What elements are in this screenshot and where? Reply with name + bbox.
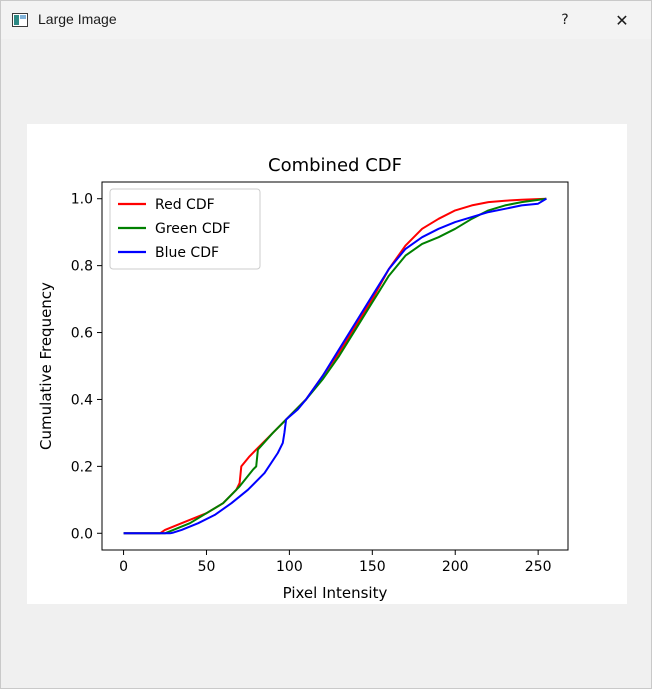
figure-canvas: Combined CDF 0 50 100 150 200 250 0.0 0.2 0.4 0.… bbox=[27, 124, 627, 604]
y-axis-label: Cumulative Frequency bbox=[37, 282, 55, 450]
y-tick-label: 1.0 bbox=[71, 192, 93, 208]
legend-label-blue-cdf: Blue CDF bbox=[155, 245, 219, 261]
x-axis-label: Pixel Intensity bbox=[283, 584, 388, 602]
y-tick-label: 0.8 bbox=[71, 259, 93, 275]
y-tick-label: 0.0 bbox=[71, 526, 93, 542]
y-tick-label: 0.6 bbox=[71, 326, 93, 342]
legend-label-green-cdf: Green CDF bbox=[155, 221, 230, 237]
x-tick-label: 50 bbox=[198, 559, 216, 575]
title-bar[interactable]: Large Image ? ✕ bbox=[1, 1, 651, 39]
legend-label-red-cdf: Red CDF bbox=[155, 197, 215, 213]
window-title: Large Image bbox=[38, 11, 117, 27]
y-tick-label: 0.4 bbox=[71, 392, 93, 408]
x-tick-label: 0 bbox=[119, 559, 128, 575]
help-button[interactable]: ? bbox=[561, 12, 569, 28]
axes-frame bbox=[101, 181, 569, 551]
chart-title: Combined CDF bbox=[268, 155, 402, 176]
x-tick-label: 150 bbox=[359, 559, 386, 575]
cdf-chart: Combined CDF 0 50 100 150 200 250 0.00.20.40.… bbox=[37, 155, 569, 602]
legend: Red CDF Green CDF Blue CDF bbox=[109, 188, 261, 270]
series-layer bbox=[123, 197, 547, 535]
legend-box bbox=[109, 188, 261, 270]
y-ticks: 0.0 0.2 0.4 0.6 0.8 1.0 bbox=[71, 192, 102, 542]
close-icon: ✕ bbox=[615, 10, 629, 30]
series-line-green-cdf bbox=[123, 197, 547, 535]
x-tick-label: 250 bbox=[525, 559, 552, 575]
close-button[interactable]: ✕ bbox=[599, 1, 645, 39]
x-tick-label: 200 bbox=[442, 559, 469, 575]
x-tick-label: 100 bbox=[276, 559, 303, 575]
app-window-icon bbox=[12, 13, 28, 27]
series-line-blue-cdf bbox=[123, 197, 547, 535]
y-tick-label: 0.2 bbox=[71, 459, 93, 475]
x-ticks: 0 50 100 150 200 250 bbox=[119, 550, 552, 575]
